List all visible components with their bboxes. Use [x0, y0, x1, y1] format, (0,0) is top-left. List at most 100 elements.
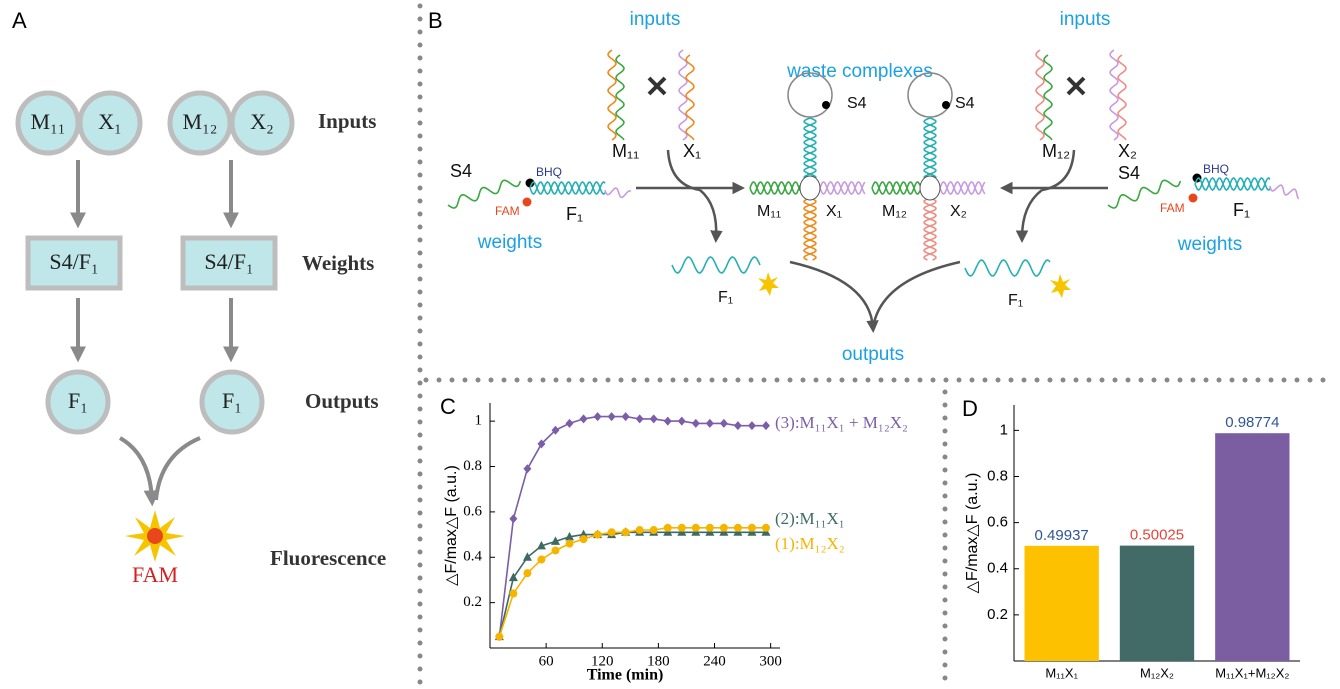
marker — [579, 414, 588, 424]
arrow — [154, 436, 201, 501]
marker — [677, 523, 686, 532]
node-label: S4/F₁ — [204, 249, 253, 274]
marker — [719, 523, 728, 532]
marker — [551, 546, 560, 555]
strand — [1043, 54, 1053, 141]
marker — [593, 412, 602, 422]
text-label: FAM — [1160, 201, 1185, 215]
text-label: M₁₁ — [757, 203, 781, 220]
marker — [733, 421, 742, 431]
x-tick-label: 240 — [703, 653, 726, 669]
y-tick-label: 0.2 — [987, 606, 1008, 623]
strand — [803, 197, 817, 261]
arrow — [1015, 189, 1043, 243]
marker — [733, 523, 742, 532]
node-label: X₁ — [98, 109, 122, 134]
text-label: inputs — [630, 9, 681, 30]
legend-label: (2):M₁₁X₁ — [775, 509, 845, 528]
arrow — [666, 149, 701, 192]
node-label: F₁ — [222, 388, 242, 413]
y-axis-label: △F/max△F (a.u.) — [443, 465, 460, 586]
node — [199, 369, 265, 435]
marker — [691, 418, 700, 428]
marker — [663, 416, 672, 426]
text-label: FAM — [495, 204, 520, 218]
x-tick-label: M₁₁X₁ — [1045, 665, 1078, 680]
arrow — [871, 260, 961, 329]
bar — [1024, 545, 1099, 661]
marker — [509, 514, 518, 524]
node-label: X₂ — [250, 109, 274, 134]
node — [45, 369, 111, 435]
text-label: inputs — [1060, 9, 1111, 30]
marker — [565, 539, 574, 548]
marker — [621, 412, 630, 422]
strand — [939, 181, 986, 195]
text-label: S4 — [955, 95, 975, 112]
node — [229, 90, 295, 156]
x-tick-label: M₁₁X₁+M₁₂X₂ — [1215, 665, 1289, 680]
text-label: BHQ — [1203, 162, 1229, 176]
text-label: X₁ — [826, 203, 842, 220]
marker — [579, 535, 588, 544]
y-tick-label: 0.2 — [463, 594, 482, 610]
text-label: X₁ — [683, 141, 701, 161]
x-tick-label: M₁₂X₂ — [1140, 665, 1174, 680]
value-label: 0.98774 — [1225, 414, 1279, 431]
series-line — [498, 527, 766, 637]
text-label: M₁₁ — [612, 141, 639, 161]
text-label: waste complexes — [786, 61, 933, 82]
strand — [678, 49, 688, 141]
panel-label: A — [12, 8, 27, 33]
panel-label: C — [440, 394, 456, 419]
panel-label: B — [428, 8, 443, 33]
marker — [747, 421, 756, 431]
arrow — [699, 189, 723, 243]
marker — [761, 421, 770, 431]
text-label: weights — [477, 232, 542, 253]
bar — [1215, 433, 1290, 661]
marker — [565, 531, 575, 541]
strand — [939, 181, 986, 195]
marker — [565, 418, 574, 428]
strand — [607, 49, 617, 141]
y-tick-label: 0.6 — [463, 503, 482, 519]
strand — [615, 54, 625, 141]
strand — [604, 187, 632, 199]
marker — [705, 523, 714, 532]
text-label: BHQ — [536, 165, 562, 179]
strand — [923, 117, 937, 178]
y-tick-label: 0.6 — [987, 514, 1008, 531]
chart-d: D 0.2 0.4 0.6 0.8 1 △F/max△F (a.u.) 0.49937 M₁₁X… — [962, 396, 1300, 680]
dot — [942, 101, 950, 109]
text-label: F₁ — [718, 289, 733, 306]
arrow — [118, 436, 160, 507]
text-label: F₁ — [1233, 200, 1250, 220]
marker — [550, 536, 560, 545]
value-label: 0.50025 — [1130, 527, 1184, 544]
strand — [923, 197, 937, 261]
marker — [537, 555, 546, 564]
text-label: X₂ — [950, 203, 967, 220]
text-label: S4 — [1118, 163, 1140, 183]
value-label: 0.49937 — [1035, 527, 1089, 544]
x-axis-label: Time (min) — [587, 667, 664, 684]
y-tick-label: 1 — [475, 413, 483, 429]
strand — [803, 197, 817, 261]
text-label: S4 — [450, 161, 472, 181]
text-label: outputs — [842, 344, 904, 365]
x-tick-label: 60 — [539, 653, 554, 669]
strand — [819, 181, 866, 195]
burst — [125, 510, 185, 562]
marker — [551, 425, 560, 435]
text-label: M₁₂ — [1042, 141, 1070, 161]
panel-label: D — [962, 396, 978, 421]
strand — [803, 117, 817, 178]
strand — [1117, 54, 1127, 141]
marker — [607, 528, 616, 537]
dot — [822, 101, 830, 109]
y-tick-label: 1 — [1000, 421, 1008, 438]
dot — [525, 178, 535, 188]
x-tick-label: 180 — [647, 653, 670, 669]
